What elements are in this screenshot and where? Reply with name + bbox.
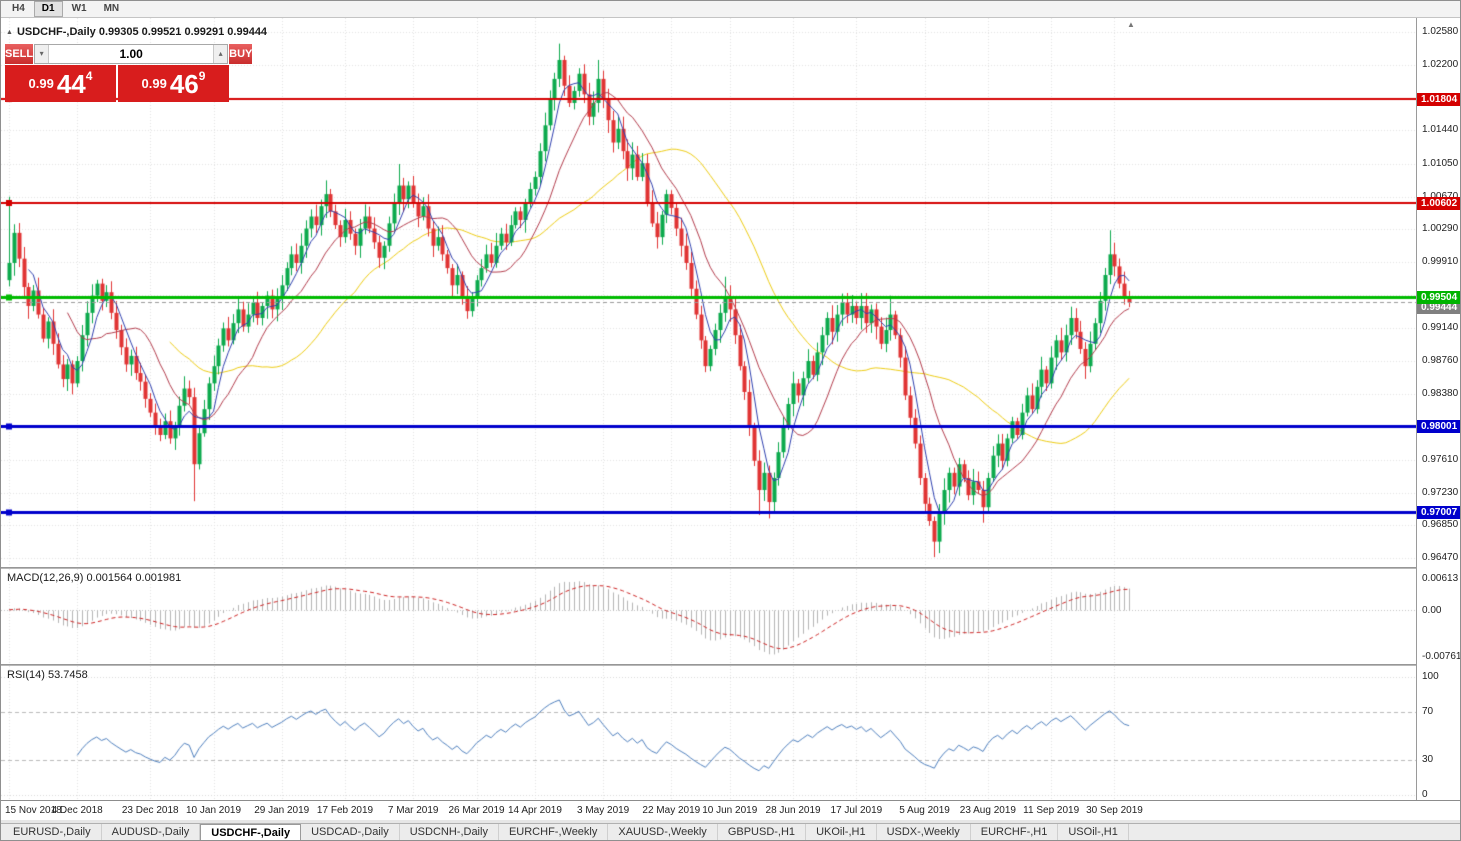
price-scale-label: 0.96470	[1422, 551, 1459, 563]
volume-input[interactable]	[49, 45, 214, 63]
status-strip	[1, 820, 1460, 823]
date-axis-label: 14 Apr 2019	[507, 805, 562, 816]
date-axis-label: 3 May 2019	[576, 805, 630, 816]
timeframe-toolbar: H4 D1 W1 MN	[1, 1, 1460, 18]
price-scale-label: 0.98760	[1422, 355, 1459, 366]
macd-scale-label: -0.00761	[1422, 651, 1461, 662]
date-axis-label: 23 Dec 2018	[121, 805, 179, 816]
buy-price-button[interactable]: 0.99 46 9	[118, 65, 229, 102]
chart-tab-ukoil-h1[interactable]: UKOil-,H1	[806, 824, 877, 840]
chart-area: ▲ USDCHF-,Daily 0.99305 0.99521 0.99291 …	[1, 18, 1461, 820]
price-scale-label: 1.00290	[1422, 223, 1459, 235]
buy-price-main: 46	[169, 68, 199, 99]
rsi-scale-label: 70	[1422, 706, 1434, 718]
timeframe-buttons: H4 D1 W1 MN	[4, 1, 128, 17]
date-axis-label: 26 Mar 2019	[448, 805, 505, 816]
date-axis-label: 30 Sep 2019	[1086, 805, 1143, 816]
price-scale-label: 1.01440	[1422, 124, 1459, 136]
chart-tab-xauusd-weekly[interactable]: XAUUSD-,Weekly	[608, 824, 718, 840]
chart-tab-eurusd-daily[interactable]: EURUSD-,Daily	[3, 824, 102, 840]
price-scale-label: 1.00670	[1422, 191, 1458, 202]
sell-button[interactable]: SELL	[5, 44, 34, 64]
date-axis-label: 23 Aug 2019	[959, 805, 1016, 816]
chart-tab-usdcad-daily[interactable]: USDCAD-,Daily	[301, 824, 400, 840]
date-axis-label: 10 Jan 2019	[186, 805, 242, 816]
price-scale-label: 0.97230	[1422, 486, 1459, 498]
price-level-badge: 1.01804	[1417, 93, 1460, 107]
price-scale-label: 0.96850	[1422, 519, 1459, 531]
chart-tab-usoil-h1[interactable]: USOil-,H1	[1058, 824, 1129, 840]
chart-tab-gbpusd-h1[interactable]: GBPUSD-,H1	[718, 824, 807, 840]
price-scale-axis[interactable]: 1.02580 1.02200 1.01440 1.01050 1.00670 1.002…	[1416, 18, 1461, 800]
price-scale-label: 1.02580	[1422, 26, 1459, 38]
date-axis-label: 11 Sep 2019	[1023, 805, 1080, 816]
price-level-badge: 0.98001	[1417, 420, 1460, 434]
timeframe-button-mn[interactable]: MN	[103, 3, 120, 14]
rsi-scale-label: 0	[1422, 789, 1428, 800]
chart-title: ▲ USDCHF-,Daily 0.99305 0.99521 0.99291 …	[6, 26, 267, 38]
price-scale-label: 0.97610	[1422, 453, 1459, 465]
price-scale-label: 0.99910	[1422, 256, 1459, 268]
price-scale-label: 0.98380	[1422, 387, 1459, 399]
price-chart-canvas[interactable]	[1, 18, 1416, 567]
volume-control: ▾ ▴	[34, 44, 229, 64]
date-axis-label: 17 Feb 2019	[316, 805, 374, 816]
sell-price-main: 44	[56, 68, 86, 99]
sell-price-pip: 4	[85, 69, 93, 83]
date-axis-label: 15 Nov 2018	[5, 805, 62, 816]
price-level-badge: 1.00602	[1417, 196, 1460, 210]
macd-scale-label: 0.00	[1422, 604, 1442, 616]
chart-tab-bar: EURUSD-,Daily AUDUSD-,Daily USDCHF-,Daily U…	[1, 823, 1460, 840]
chart-title-arrow-icon[interactable]: ▲	[6, 28, 13, 36]
price-scale-label: 1.02200	[1422, 59, 1459, 71]
rsi-indicator-label: RSI(14) 53.7458	[7, 669, 88, 681]
rsi-canvas[interactable]	[1, 666, 1416, 800]
macd-scale-label: 0.00613	[1422, 573, 1459, 584]
collapse-subwindow-icon[interactable]: ▲	[1127, 20, 1135, 29]
price-level-badge: 0.99504	[1417, 291, 1460, 305]
price-scale-label: 1.01050	[1422, 158, 1459, 170]
date-axis-label: 17 Jul 2019	[830, 805, 883, 816]
timeframe-button-w1[interactable]: W1	[71, 3, 87, 14]
pane-separator[interactable]	[1, 567, 1460, 569]
volume-decrease-button[interactable]: ▾	[35, 45, 50, 63]
one-click-trading-panel: SELL ▾ ▴ BUY 0.99 44 4 0.99 46 9	[5, 44, 253, 102]
date-axis-label: 29 Jan 2019	[254, 805, 310, 816]
chart-tab-usdchf-daily[interactable]: USDCHF-,Daily	[200, 824, 302, 840]
price-level-badge: 0.99444	[1417, 301, 1460, 315]
price-level-badge: 0.97007	[1417, 505, 1460, 519]
date-axis-label: 22 May 2019	[642, 805, 701, 816]
chart-tab-eurchf-weekly[interactable]: EURCHF-,Weekly	[499, 824, 609, 840]
timeframe-button-h4[interactable]: H4	[12, 3, 25, 14]
chart-tab-usdcnh-daily[interactable]: USDCNH-,Daily	[400, 824, 499, 840]
pane-separator[interactable]	[1, 664, 1460, 666]
volume-increase-button[interactable]: ▴	[213, 45, 228, 63]
date-axis-label: 7 Mar 2019	[387, 805, 439, 816]
chart-tab-eurchf-h1[interactable]: EURCHF-,H1	[971, 824, 1059, 840]
date-axis[interactable]: 15 Nov 2018 4 Dec 2018 23 Dec 2018 10 Jan 2…	[1, 800, 1460, 820]
rsi-scale-label: 30	[1422, 753, 1434, 765]
chart-tab-audusd-daily[interactable]: AUDUSD-,Daily	[102, 824, 201, 840]
macd-canvas[interactable]	[1, 569, 1416, 664]
sell-price-figure: 0.99	[28, 76, 54, 91]
buy-price-pip: 9	[198, 69, 206, 83]
buy-price-figure: 0.99	[141, 76, 167, 91]
sell-price-button[interactable]: 0.99 44 4	[5, 65, 116, 102]
date-axis-label: 28 Jun 2019	[765, 805, 821, 816]
price-scale-label: 0.99140	[1422, 322, 1459, 334]
buy-button[interactable]: BUY	[229, 44, 253, 64]
timeframe-button-d1[interactable]: D1	[33, 1, 63, 17]
rsi-scale-label: 100	[1422, 671, 1439, 682]
date-axis-label: 4 Dec 2018	[51, 805, 103, 816]
chart-title-text: USDCHF-,Daily 0.99305 0.99521 0.99291 0.…	[16, 26, 268, 38]
macd-indicator-label: MACD(12,26,9) 0.001564 0.001981	[7, 572, 182, 584]
date-axis-label: 10 Jun 2019	[702, 805, 758, 816]
date-axis-label: 5 Aug 2019	[899, 805, 950, 816]
chart-tab-usdx-weekly[interactable]: USDX-,Weekly	[877, 824, 971, 840]
